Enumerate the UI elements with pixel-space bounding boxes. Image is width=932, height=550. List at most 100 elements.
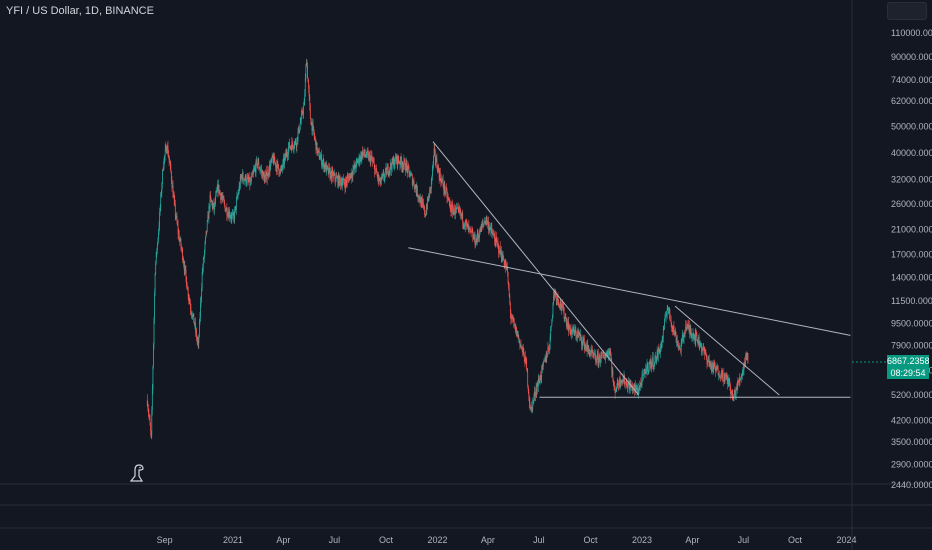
candle-body <box>413 180 414 183</box>
candle-body <box>489 228 491 232</box>
candle-body <box>443 186 445 190</box>
candle-body <box>256 159 258 166</box>
candle-body <box>318 150 320 152</box>
candle-body <box>281 166 283 169</box>
candle-body <box>289 146 291 148</box>
y-tick-label: 21000.0000 <box>891 224 932 234</box>
candle-body <box>713 364 715 366</box>
candle-body <box>331 170 333 180</box>
candle-body <box>422 201 424 204</box>
candle-body <box>196 330 197 339</box>
candle-body <box>365 156 367 157</box>
candle-body <box>272 157 274 164</box>
candle-body <box>166 149 168 153</box>
candle-body <box>587 346 589 348</box>
candle-body <box>570 330 572 335</box>
candle-body <box>621 379 623 384</box>
candle-body <box>354 164 355 169</box>
candle-body <box>367 150 368 153</box>
candle-body <box>644 369 646 372</box>
candle-body <box>675 334 677 343</box>
candle-body <box>359 159 361 163</box>
candle-body <box>540 377 542 379</box>
trendline[interactable] <box>432 141 640 396</box>
candle-body <box>531 406 533 410</box>
candle-body <box>550 326 552 337</box>
candle-body <box>252 172 254 174</box>
candle-body <box>363 152 364 154</box>
candle-body <box>725 374 726 377</box>
candle-body <box>654 357 656 364</box>
candle-body <box>269 164 270 174</box>
y-tick-label: 2440.0000 <box>891 480 932 490</box>
candle-body <box>146 399 148 406</box>
candle-body <box>249 177 251 185</box>
candle-body <box>559 301 561 307</box>
x-tick-label: Apr <box>685 535 699 545</box>
candle-body <box>513 321 515 325</box>
candle-body <box>636 387 638 390</box>
candle-body <box>573 331 575 335</box>
candle-body <box>507 272 509 284</box>
candle-body <box>456 207 457 210</box>
candle-body <box>568 328 570 332</box>
candle-body <box>605 354 606 358</box>
candle-body <box>302 110 303 115</box>
candle-body <box>519 340 521 347</box>
candle-body <box>200 302 201 318</box>
candle-body <box>593 354 595 356</box>
candle-body <box>657 351 659 358</box>
candle-body <box>338 175 340 186</box>
candle-body <box>366 150 368 157</box>
candle-body <box>450 209 452 213</box>
candle-body <box>661 338 663 346</box>
candle-body <box>342 180 344 184</box>
candle-body <box>531 406 533 408</box>
candle-body <box>588 351 590 357</box>
candle-body <box>583 338 585 341</box>
candle-body <box>379 178 381 181</box>
candle-body <box>174 203 176 216</box>
candle-body <box>490 225 492 228</box>
candle-body <box>521 346 523 348</box>
candle-body <box>298 126 300 133</box>
candle-body <box>700 343 702 345</box>
candle-body <box>190 303 191 310</box>
candle-body <box>699 344 701 347</box>
candle-body <box>387 166 389 174</box>
candle-body <box>578 332 580 336</box>
candle-body <box>745 354 747 355</box>
countdown-label: 08:29:54 <box>887 367 929 379</box>
settings-box-icon[interactable] <box>887 2 927 20</box>
candle-body <box>280 166 282 170</box>
candle-body <box>599 355 601 362</box>
candle-body <box>348 176 349 178</box>
candle-body <box>551 319 553 326</box>
candle-body <box>253 170 255 173</box>
x-tick-label: 2021 <box>223 535 243 545</box>
x-tick-label: Jul <box>329 535 341 545</box>
candle-body <box>192 314 194 318</box>
candle-body <box>566 322 568 326</box>
candle-body <box>214 202 216 204</box>
candle-body <box>405 169 406 171</box>
candle-body <box>353 166 355 169</box>
candle-body <box>556 295 558 300</box>
candle-body <box>288 146 289 155</box>
candle-body <box>444 192 446 194</box>
candle-body <box>709 362 711 367</box>
candle-body <box>626 382 628 388</box>
candle-body <box>336 177 338 178</box>
candle-body <box>652 357 654 364</box>
exchange-label: BINANCE <box>105 5 154 17</box>
candle-body <box>708 359 710 362</box>
candle-body <box>545 356 547 362</box>
candle-body <box>600 361 601 363</box>
candle-body <box>288 142 290 147</box>
candle-body <box>416 186 418 196</box>
y-axis: 110000.0000 90000.0000 74000.0000 62000.000… <box>891 28 932 490</box>
candle-body <box>657 349 659 358</box>
trendline[interactable] <box>408 247 851 336</box>
trendline[interactable] <box>674 305 780 396</box>
